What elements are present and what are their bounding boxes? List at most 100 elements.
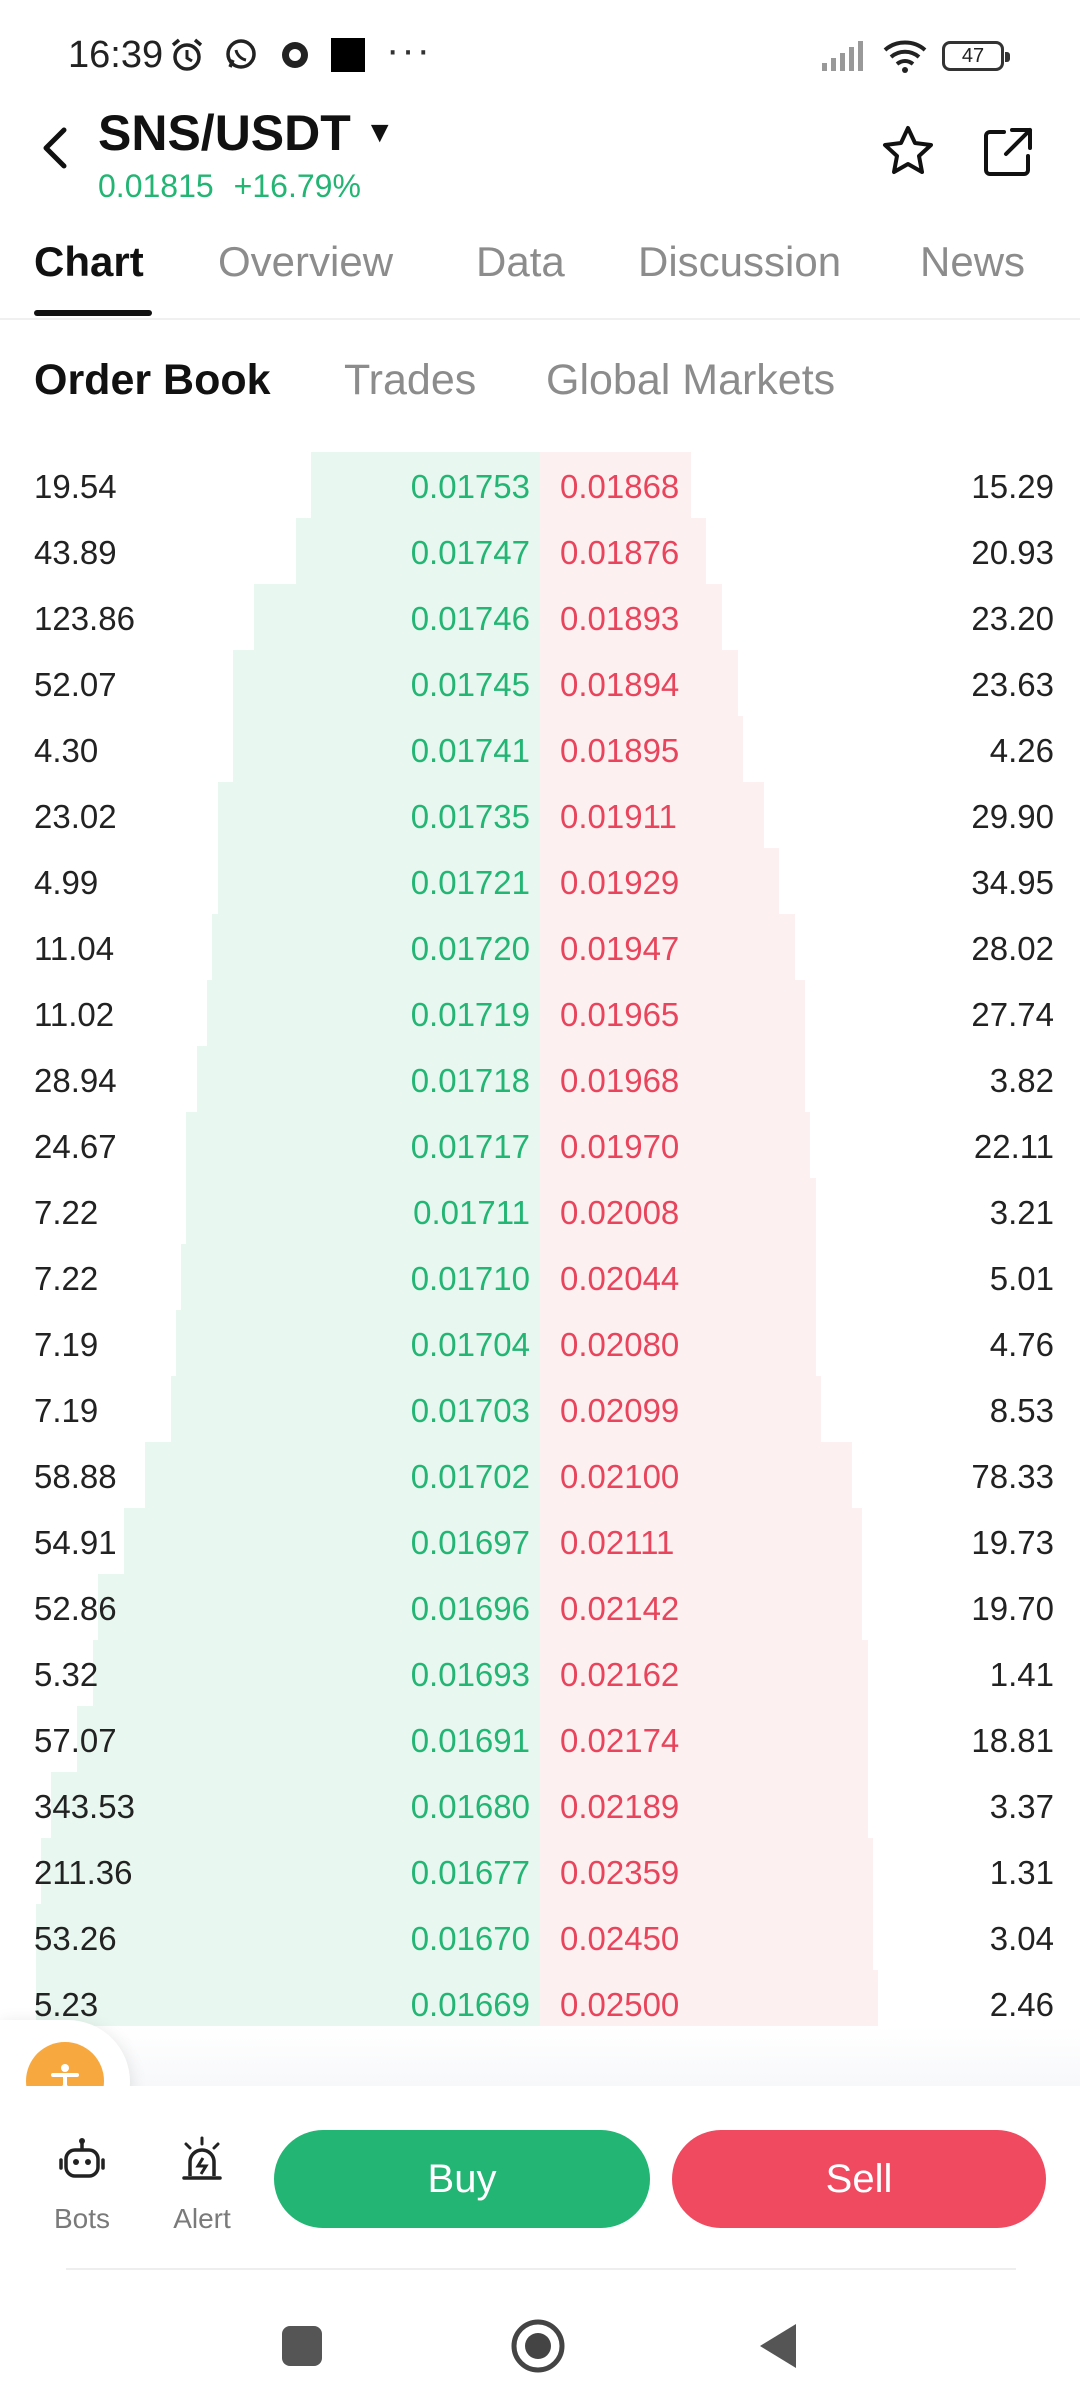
bid-quantity: 58.88 [34,1458,117,1495]
bid-depth-bar [254,584,540,650]
ask-depth-bar [540,650,738,716]
recents-icon[interactable] [274,2318,330,2374]
ask-depth-bar [540,1508,862,1574]
ask-price: 0.02111 [560,1524,675,1561]
tab-data[interactable]: Data [476,238,565,285]
bottom-action-bar: Bots Alert Buy Sell [0,2086,1080,2272]
order-book-row[interactable]: 53.26 0.01670 0.02450 3.04 [0,1904,1080,1970]
ask-price: 0.01929 [560,864,680,901]
bots-button[interactable]: Bots [32,2134,132,2235]
ask-quantity: 15.29 [971,468,1054,505]
subtab-order-book[interactable]: Order Book [34,356,271,404]
subtab-trades[interactable]: Trades [344,356,477,404]
order-book-row[interactable]: 7.22 0.01710 0.02044 5.01 [0,1244,1080,1310]
back-arrow-icon[interactable] [26,118,86,178]
order-book-row[interactable]: 57.07 0.01691 0.02174 18.81 [0,1706,1080,1772]
order-book-row[interactable]: 54.91 0.01697 0.02111 19.73 [0,1508,1080,1574]
order-book-row[interactable]: 58.88 0.01702 0.02100 78.33 [0,1442,1080,1508]
tab-chart[interactable]: Chart [34,238,144,285]
order-book-row[interactable]: 19.54 0.01753 0.01868 15.29 [0,452,1080,518]
tab-news[interactable]: News [920,238,1026,285]
order-book-row[interactable]: 23.02 0.01735 0.01911 29.90 [0,782,1080,848]
bid-quantity: 28.94 [34,1062,117,1099]
ask-price: 0.01965 [560,996,680,1033]
bid-price: 0.01720 [410,930,530,967]
order-book-row[interactable]: 28.94 0.01718 0.01968 3.82 [0,1046,1080,1112]
order-book-row[interactable]: 4.30 0.01741 0.01895 4.26 [0,716,1080,782]
ask-quantity: 3.82 [989,1062,1054,1099]
alert-button[interactable]: Alert [152,2134,252,2235]
ask-quantity: 4.76 [989,1326,1054,1363]
pair-selector[interactable]: SNS/USDT ▼ [98,104,395,162]
order-book-row[interactable]: 52.86 0.01696 0.02142 19.70 [0,1574,1080,1640]
star-icon[interactable] [876,120,940,184]
order-book-row[interactable]: 7.19 0.01703 0.02099 8.53 [0,1376,1080,1442]
ask-price: 0.02100 [560,1458,680,1495]
bid-depth-bar [124,1508,540,1574]
ask-depth-bar [540,1112,810,1178]
last-price: 0.01815 [98,168,214,204]
order-book-row[interactable]: 43.89 0.01747 0.01876 20.93 [0,518,1080,584]
bid-quantity: 52.07 [34,666,117,703]
order-book-row[interactable]: 11.02 0.01719 0.01965 27.74 [0,980,1080,1046]
bid-depth-bar [233,716,540,782]
ask-depth-bar [540,1574,862,1640]
bid-depth-bar [77,1706,540,1772]
bid-quantity: 52.86 [34,1590,117,1627]
ask-quantity: 4.26 [989,732,1054,769]
bid-quantity: 5.23 [34,1986,99,2023]
ask-depth-bar [540,518,706,584]
ask-price: 0.02080 [560,1326,680,1363]
bid-depth-bar [98,1574,540,1640]
bid-quantity: 24.67 [34,1128,117,1165]
ask-depth-bar [540,584,722,650]
order-book-row[interactable]: 7.19 0.01704 0.02080 4.76 [0,1310,1080,1376]
order-book-row[interactable]: 4.99 0.01721 0.01929 34.95 [0,848,1080,914]
ask-depth-bar [540,1640,868,1706]
buy-button[interactable]: Buy [274,2130,650,2228]
sell-button[interactable]: Sell [672,2130,1046,2228]
bid-quantity: 4.30 [34,732,99,769]
status-notification-icons [168,36,366,74]
bid-price: 0.01735 [410,798,530,835]
sync-icon [282,42,308,68]
pair-name: SNS/USDT [98,105,351,161]
tab-overview[interactable]: Overview [218,238,394,285]
ask-quantity: 3.04 [989,1920,1054,1957]
order-book-row[interactable]: 11.04 0.01720 0.01947 28.02 [0,914,1080,980]
ask-price: 0.02359 [560,1854,680,1891]
order-book-row[interactable]: 24.67 0.01717 0.01970 22.11 [0,1112,1080,1178]
bid-price: 0.01747 [410,534,530,571]
bid-depth-bar [212,914,540,980]
subtab-global-markets[interactable]: Global Markets [546,356,836,404]
ask-quantity: 23.63 [971,666,1054,703]
ask-quantity: 3.37 [989,1788,1054,1825]
ask-price: 0.01893 [560,600,680,637]
ask-price: 0.02189 [560,1788,680,1825]
tab-discussion[interactable]: Discussion [638,238,842,285]
bid-depth-bar [311,452,540,518]
back-triangle-icon[interactable] [750,2318,806,2374]
bid-price: 0.01741 [410,732,530,769]
ask-quantity: 19.70 [971,1590,1054,1627]
home-icon[interactable] [510,2318,566,2374]
bid-depth-bar [145,1442,540,1508]
order-book-row[interactable]: 211.36 0.01677 0.02359 1.31 [0,1838,1080,1904]
ask-depth-bar [540,1706,868,1772]
order-book-row[interactable]: 343.53 0.01680 0.02189 3.37 [0,1772,1080,1838]
order-book-row[interactable]: 52.07 0.01745 0.01894 23.63 [0,650,1080,716]
order-book-row[interactable]: 5.32 0.01693 0.02162 1.41 [0,1640,1080,1706]
ask-depth-bar [540,1970,878,2026]
ask-price: 0.02162 [560,1656,680,1693]
order-book-row[interactable]: 7.22 0.01711 0.02008 3.21 [0,1178,1080,1244]
main-tabs: Chart Overview Data Discussion News [0,222,1080,320]
bid-depth-bar [41,1838,540,1904]
share-icon[interactable] [976,120,1040,184]
ask-depth-bar [540,716,743,782]
bid-quantity: 7.22 [34,1194,99,1231]
order-book-row[interactable]: 123.86 0.01746 0.01893 23.20 [0,584,1080,650]
ask-quantity: 3.21 [989,1194,1054,1231]
ask-quantity: 34.95 [971,864,1054,901]
ask-quantity: 22.11 [973,1128,1054,1165]
order-book-row[interactable]: 5.23 0.01669 0.02500 2.46 [0,1970,1080,2026]
